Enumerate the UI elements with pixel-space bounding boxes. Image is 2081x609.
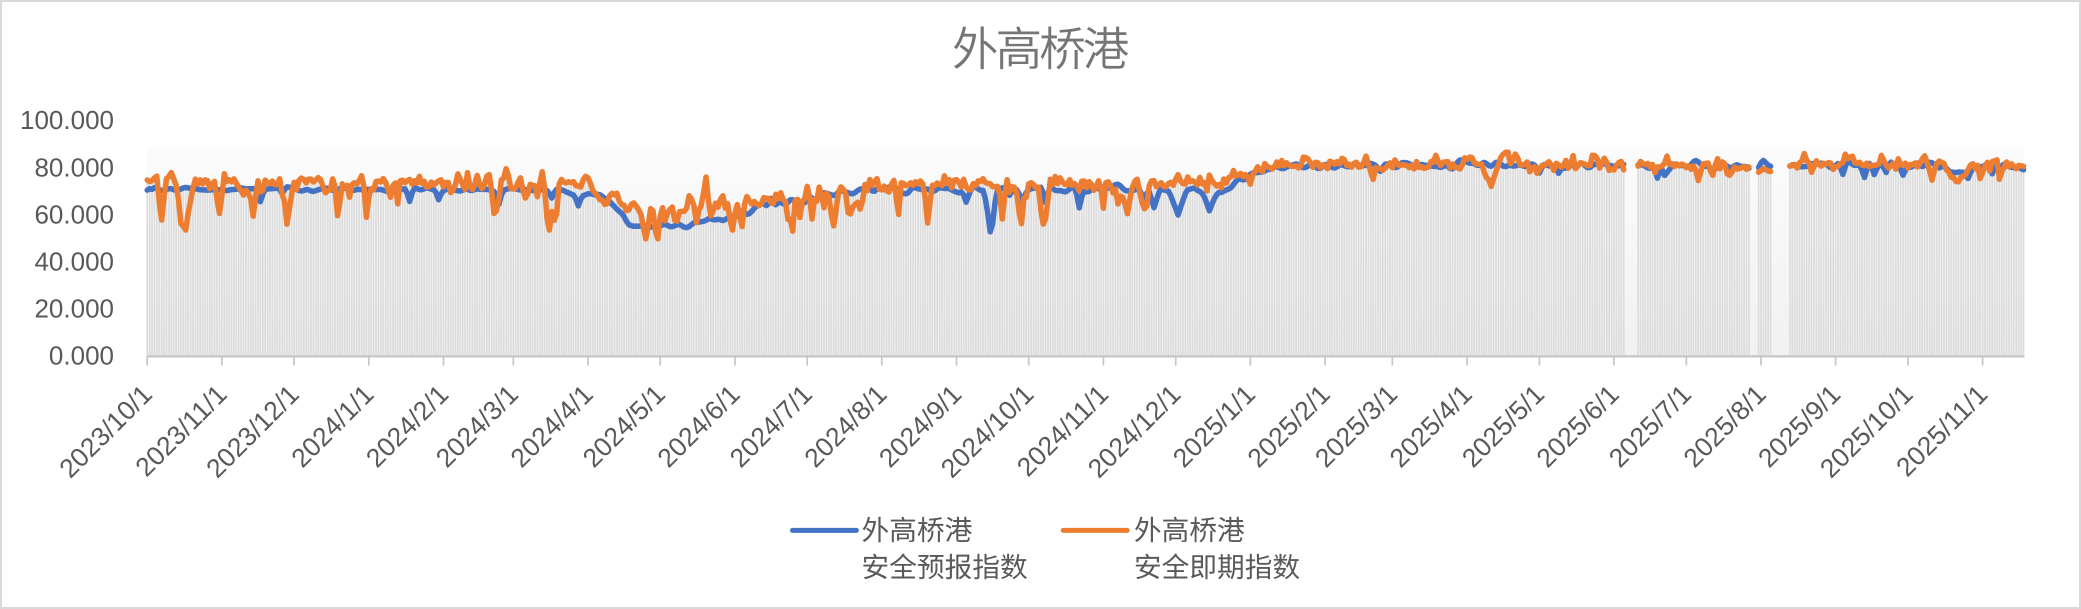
- svg-text:0.000: 0.000: [49, 341, 114, 371]
- svg-text:100.000: 100.000: [20, 105, 114, 135]
- svg-text:60.000: 60.000: [34, 199, 114, 229]
- svg-text:80.000: 80.000: [34, 152, 114, 182]
- svg-text:40.000: 40.000: [34, 247, 114, 277]
- svg-text:20.000: 20.000: [34, 294, 114, 324]
